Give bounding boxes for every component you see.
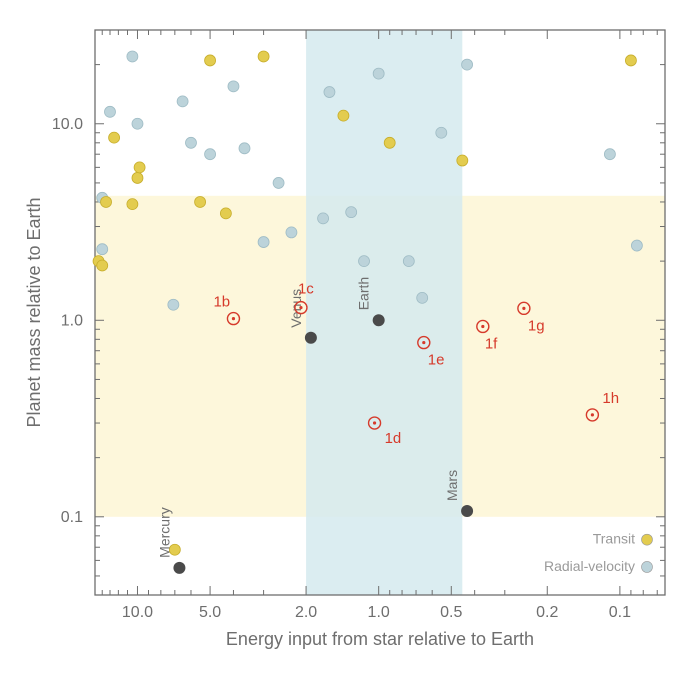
x-tick-label: 1.0	[368, 604, 390, 621]
transit-point	[195, 196, 206, 207]
rv-point	[631, 240, 642, 251]
transit-point	[97, 260, 108, 271]
transit-point	[457, 155, 468, 166]
transit-point	[132, 172, 143, 183]
trappist-point-center	[373, 421, 376, 424]
legend-label: Transit	[593, 531, 635, 547]
trappist-label: 1h	[602, 390, 619, 407]
x-tick-label: 2.0	[295, 604, 317, 621]
rv-point	[318, 213, 329, 224]
rv-point	[239, 143, 250, 154]
legend-marker	[642, 561, 653, 572]
scatter-chart: 10.0 5.0 2.0 1.0 0.5 0.2 0.1 0.1 1.0 10.0 Energy i…	[0, 0, 700, 683]
trappist-label: 1c	[298, 281, 314, 298]
transit-point	[338, 110, 349, 121]
rv-point	[286, 227, 297, 238]
solar-planet	[373, 314, 385, 326]
x-tick-label: 0.5	[440, 604, 462, 621]
rv-point	[417, 292, 428, 303]
x-tick-label: 0.1	[609, 604, 631, 621]
rv-point	[205, 149, 216, 160]
trappist-point-center	[522, 307, 525, 310]
chart-container: 10.0 5.0 2.0 1.0 0.5 0.2 0.1 0.1 1.0 10.0 Energy i…	[0, 0, 700, 683]
rv-point	[127, 51, 138, 62]
energy-band	[306, 30, 462, 595]
transit-point	[384, 137, 395, 148]
rv-point	[403, 256, 414, 267]
rv-point	[185, 137, 196, 148]
rv-point	[324, 87, 335, 98]
y-axis-label: Planet mass relative to Earth	[24, 197, 44, 427]
y-tick-label: 1.0	[61, 312, 83, 329]
transit-point	[205, 55, 216, 66]
rv-point	[168, 299, 179, 310]
rv-point	[436, 127, 447, 138]
rv-point	[97, 244, 108, 255]
y-tick-label: 10.0	[52, 116, 83, 133]
trappist-label: 1d	[385, 430, 402, 447]
rv-point	[258, 237, 269, 248]
transit-point	[109, 132, 120, 143]
rv-point	[346, 207, 357, 218]
rv-point	[228, 81, 239, 92]
x-tick-label: 5.0	[199, 604, 221, 621]
trappist-label: 1b	[213, 294, 230, 311]
trappist-point-center	[591, 413, 594, 416]
y-tick-label: 0.1	[61, 509, 83, 526]
x-tick-label: 0.2	[536, 604, 558, 621]
trappist-point-center	[232, 317, 235, 320]
solar-planet	[305, 332, 317, 344]
rv-point	[132, 118, 143, 129]
trappist-label: 1g	[528, 317, 545, 334]
rv-point	[104, 106, 115, 117]
solar-planet	[461, 505, 473, 517]
transit-point	[101, 196, 112, 207]
rv-point	[177, 96, 188, 107]
rv-point	[373, 68, 384, 79]
solar-planet-label: Mercury	[156, 507, 172, 558]
legend-label: Radial-velocity	[544, 558, 635, 574]
trappist-point-center	[422, 341, 425, 344]
legend-marker	[642, 534, 653, 545]
solar-planet	[173, 562, 185, 574]
solar-planet-label: Mars	[444, 470, 460, 501]
rv-point	[604, 149, 615, 160]
x-axis-label: Energy input from star relative to Earth	[226, 629, 534, 649]
rv-point	[273, 177, 284, 188]
x-tick-label: 10.0	[122, 604, 153, 621]
trappist-label: 1f	[485, 335, 498, 352]
transit-point	[220, 208, 231, 219]
solar-planet-label: Earth	[356, 277, 372, 310]
transit-point	[134, 162, 145, 173]
trappist-point-center	[481, 325, 484, 328]
trappist-label: 1e	[428, 352, 445, 369]
transit-point	[625, 55, 636, 66]
rv-point	[359, 256, 370, 267]
trappist-point-center	[299, 306, 302, 309]
transit-point	[258, 51, 269, 62]
rv-point	[462, 59, 473, 70]
transit-point	[127, 199, 138, 210]
